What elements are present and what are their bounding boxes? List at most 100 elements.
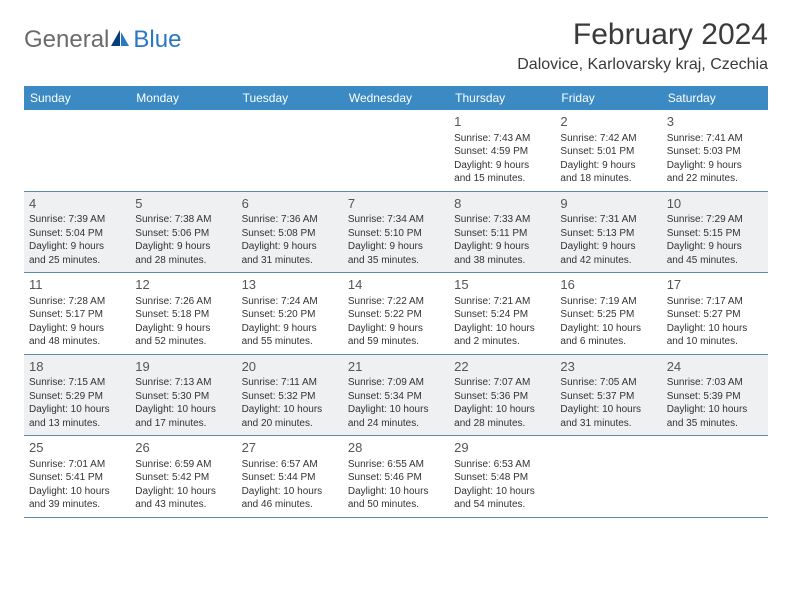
day-cell: 5Sunrise: 7:38 AMSunset: 5:06 PMDaylight… (130, 192, 236, 273)
day-cell (237, 110, 343, 191)
header: General Blue February 2024 Dalovice, Kar… (24, 18, 768, 74)
day-cell: 15Sunrise: 7:21 AMSunset: 5:24 PMDayligh… (449, 273, 555, 354)
sunrise-text: Sunrise: 7:15 AM (29, 376, 125, 390)
sunset-text: Sunset: 5:18 PM (135, 308, 231, 322)
daylight-text: and 28 minutes. (135, 254, 231, 268)
location: Dalovice, Karlovarsky kraj, Czechia (517, 56, 768, 74)
daylight-text: and 35 minutes. (667, 417, 763, 431)
day-number: 16 (560, 276, 656, 294)
daylight-text: and 50 minutes. (348, 498, 444, 512)
weekday-header-cell: Tuesday (237, 86, 343, 110)
daylight-text: Daylight: 9 hours (135, 322, 231, 336)
sunrise-text: Sunrise: 7:29 AM (667, 213, 763, 227)
daylight-text: and 59 minutes. (348, 335, 444, 349)
daylight-text: and 52 minutes. (135, 335, 231, 349)
sunrise-text: Sunrise: 7:03 AM (667, 376, 763, 390)
daylight-text: and 38 minutes. (454, 254, 550, 268)
daylight-text: and 31 minutes. (560, 417, 656, 431)
daylight-text: Daylight: 9 hours (560, 240, 656, 254)
daylight-text: Daylight: 9 hours (135, 240, 231, 254)
weekday-header-cell: Sunday (24, 86, 130, 110)
daylight-text: Daylight: 10 hours (135, 485, 231, 499)
day-cell: 6Sunrise: 7:36 AMSunset: 5:08 PMDaylight… (237, 192, 343, 273)
sunrise-text: Sunrise: 7:34 AM (348, 213, 444, 227)
daylight-text: Daylight: 9 hours (454, 159, 550, 173)
sunrise-text: Sunrise: 7:33 AM (454, 213, 550, 227)
day-cell: 9Sunrise: 7:31 AMSunset: 5:13 PMDaylight… (555, 192, 661, 273)
sunset-text: Sunset: 5:34 PM (348, 390, 444, 404)
day-cell: 29Sunrise: 6:53 AMSunset: 5:48 PMDayligh… (449, 436, 555, 517)
day-number: 13 (242, 276, 338, 294)
daylight-text: and 28 minutes. (454, 417, 550, 431)
day-number: 4 (29, 195, 125, 213)
day-number: 24 (667, 358, 763, 376)
day-cell: 25Sunrise: 7:01 AMSunset: 5:41 PMDayligh… (24, 436, 130, 517)
daylight-text: and 10 minutes. (667, 335, 763, 349)
day-cell: 2Sunrise: 7:42 AMSunset: 5:01 PMDaylight… (555, 110, 661, 191)
daylight-text: Daylight: 10 hours (667, 403, 763, 417)
day-number: 29 (454, 439, 550, 457)
day-number: 27 (242, 439, 338, 457)
daylight-text: and 25 minutes. (29, 254, 125, 268)
day-cell: 22Sunrise: 7:07 AMSunset: 5:36 PMDayligh… (449, 355, 555, 436)
sunrise-text: Sunrise: 7:43 AM (454, 132, 550, 146)
logo: General Blue (24, 18, 181, 54)
logo-text-general: General (24, 26, 109, 54)
daylight-text: Daylight: 10 hours (454, 403, 550, 417)
week-row: 1Sunrise: 7:43 AMSunset: 4:59 PMDaylight… (24, 110, 768, 192)
daylight-text: and 31 minutes. (242, 254, 338, 268)
logo-sail-icon (109, 28, 131, 53)
day-number: 26 (135, 439, 231, 457)
day-number: 10 (667, 195, 763, 213)
sunset-text: Sunset: 5:06 PM (135, 227, 231, 241)
sunset-text: Sunset: 5:39 PM (667, 390, 763, 404)
daylight-text: and 13 minutes. (29, 417, 125, 431)
daylight-text: Daylight: 10 hours (348, 485, 444, 499)
daylight-text: Daylight: 9 hours (560, 159, 656, 173)
sunrise-text: Sunrise: 6:55 AM (348, 458, 444, 472)
daylight-text: and 39 minutes. (29, 498, 125, 512)
calendar: SundayMondayTuesdayWednesdayThursdayFrid… (24, 86, 768, 518)
daylight-text: Daylight: 9 hours (667, 159, 763, 173)
day-cell: 4Sunrise: 7:39 AMSunset: 5:04 PMDaylight… (24, 192, 130, 273)
sunset-text: Sunset: 5:42 PM (135, 471, 231, 485)
day-number: 11 (29, 276, 125, 294)
sunrise-text: Sunrise: 7:39 AM (29, 213, 125, 227)
day-number: 8 (454, 195, 550, 213)
day-number: 19 (135, 358, 231, 376)
weekday-header-cell: Saturday (662, 86, 768, 110)
sunrise-text: Sunrise: 7:42 AM (560, 132, 656, 146)
day-number: 1 (454, 113, 550, 131)
sunrise-text: Sunrise: 6:59 AM (135, 458, 231, 472)
daylight-text: and 2 minutes. (454, 335, 550, 349)
day-cell: 3Sunrise: 7:41 AMSunset: 5:03 PMDaylight… (662, 110, 768, 191)
daylight-text: and 42 minutes. (560, 254, 656, 268)
daylight-text: and 15 minutes. (454, 172, 550, 186)
sunset-text: Sunset: 4:59 PM (454, 145, 550, 159)
sunrise-text: Sunrise: 7:21 AM (454, 295, 550, 309)
sunset-text: Sunset: 5:36 PM (454, 390, 550, 404)
daylight-text: and 54 minutes. (454, 498, 550, 512)
day-cell: 26Sunrise: 6:59 AMSunset: 5:42 PMDayligh… (130, 436, 236, 517)
sunrise-text: Sunrise: 7:36 AM (242, 213, 338, 227)
daylight-text: Daylight: 10 hours (454, 485, 550, 499)
day-cell: 7Sunrise: 7:34 AMSunset: 5:10 PMDaylight… (343, 192, 449, 273)
sunset-text: Sunset: 5:22 PM (348, 308, 444, 322)
sunset-text: Sunset: 5:46 PM (348, 471, 444, 485)
day-cell (343, 110, 449, 191)
daylight-text: and 22 minutes. (667, 172, 763, 186)
day-cell (24, 110, 130, 191)
sunset-text: Sunset: 5:41 PM (29, 471, 125, 485)
day-number: 21 (348, 358, 444, 376)
sunset-text: Sunset: 5:37 PM (560, 390, 656, 404)
logo-text-blue: Blue (133, 26, 181, 54)
daylight-text: Daylight: 10 hours (454, 322, 550, 336)
day-cell: 17Sunrise: 7:17 AMSunset: 5:27 PMDayligh… (662, 273, 768, 354)
day-cell: 16Sunrise: 7:19 AMSunset: 5:25 PMDayligh… (555, 273, 661, 354)
daylight-text: Daylight: 9 hours (29, 322, 125, 336)
sunrise-text: Sunrise: 7:07 AM (454, 376, 550, 390)
day-cell: 12Sunrise: 7:26 AMSunset: 5:18 PMDayligh… (130, 273, 236, 354)
sunset-text: Sunset: 5:24 PM (454, 308, 550, 322)
sunset-text: Sunset: 5:04 PM (29, 227, 125, 241)
daylight-text: and 46 minutes. (242, 498, 338, 512)
